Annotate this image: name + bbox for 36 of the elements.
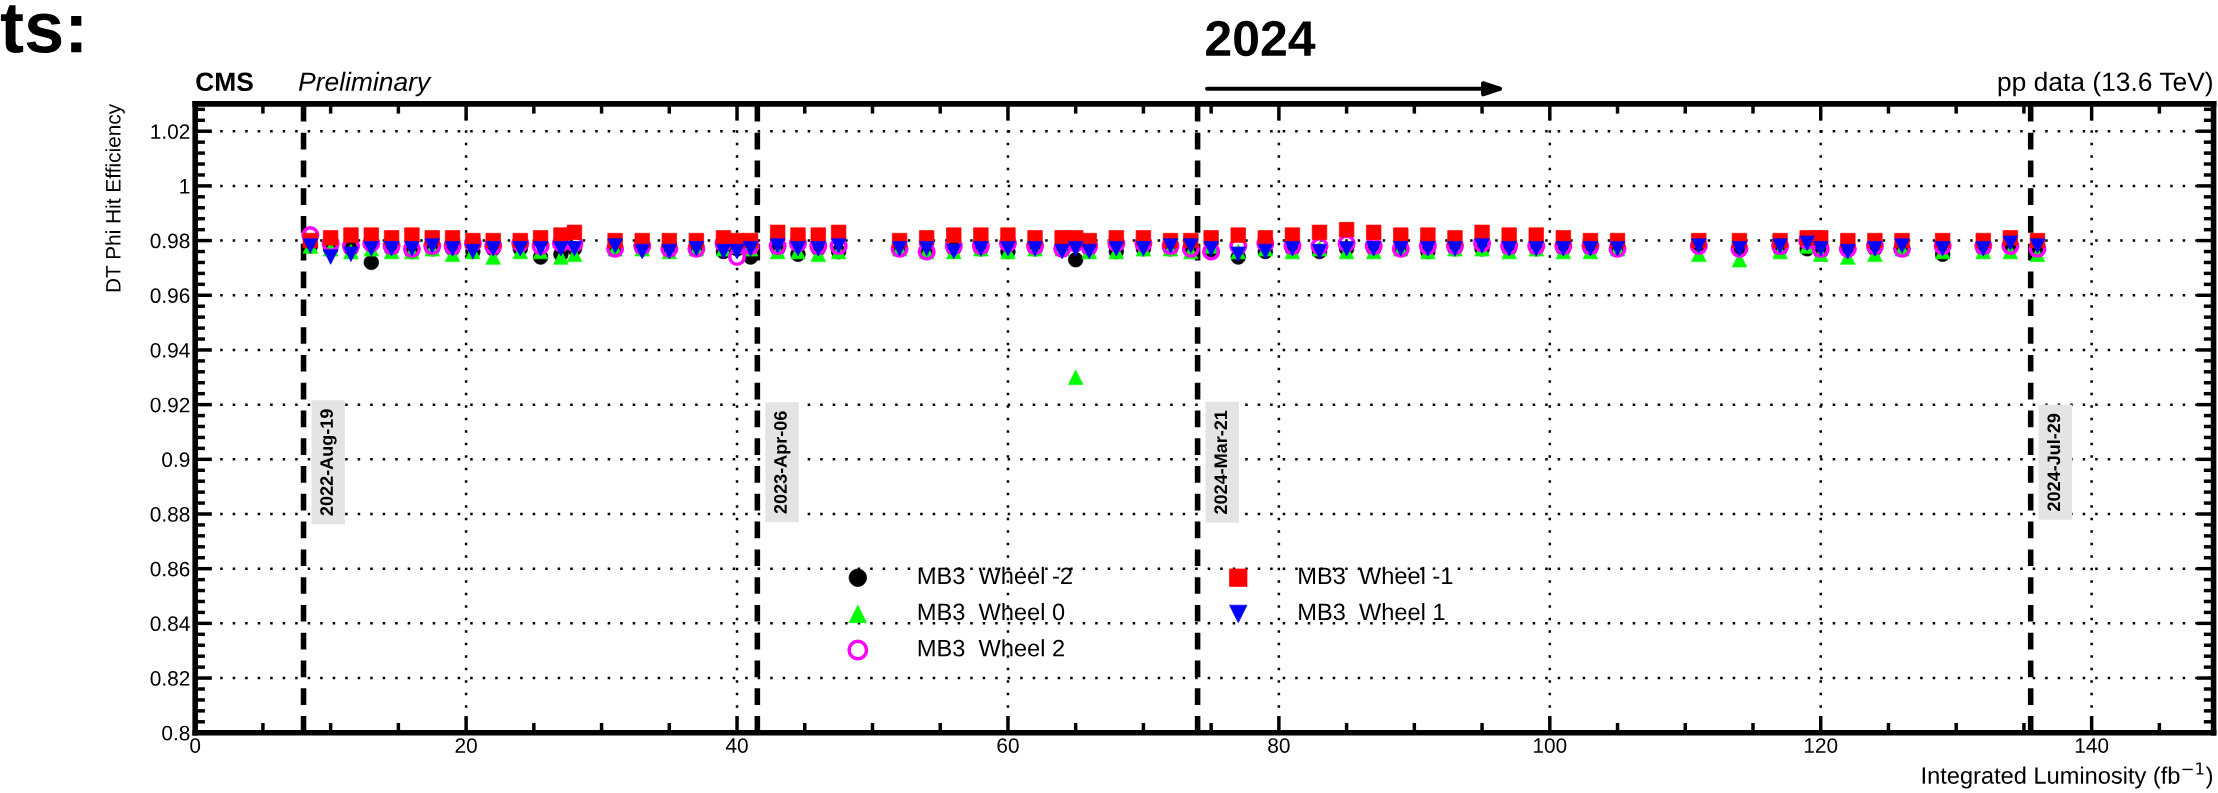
y-tick-label: 0.8 xyxy=(162,725,190,741)
ref-line-label: 2024-Jul-29 xyxy=(2046,413,2061,511)
x-tick-label: 0 xyxy=(190,738,201,753)
x-tick-label: 140 xyxy=(2075,738,2109,753)
ref-line-label: 2022-Aug-19 xyxy=(320,409,337,516)
text: Preliminary xyxy=(298,71,432,97)
legend-label: MB3 Wheel 1 xyxy=(1299,602,1445,621)
y-tick-label: 0.94 xyxy=(150,342,190,358)
y-tick-label: 0.92 xyxy=(150,397,190,413)
y-tick-label: 0.86 xyxy=(150,561,190,577)
text: 2024 xyxy=(1206,20,1316,57)
legend-label: MB3 Wheel -1 xyxy=(1299,566,1453,585)
x-tick-label: 40 xyxy=(725,738,748,753)
ref-line-label: 2024-Mar-21 xyxy=(1214,410,1228,514)
text: ts: xyxy=(0,5,82,54)
y-tick-label: 0.98 xyxy=(150,233,190,249)
text: pp data (13.6 TeV) xyxy=(1998,71,2212,97)
text: CMS xyxy=(196,72,253,92)
y-tick-label: 0.84 xyxy=(150,616,190,632)
y-tick-label: 0.82 xyxy=(150,671,190,686)
legend-label: MB3 Wheel 0 xyxy=(918,602,1065,621)
y-tick-label: 1 xyxy=(180,179,190,194)
x-tick-label: 20 xyxy=(455,738,477,753)
y-tick-label: 0.88 xyxy=(150,507,190,522)
legend-label: MB3 Wheel -2 xyxy=(918,566,1072,585)
ref-line-label: 2023-Apr-06 xyxy=(774,411,791,514)
y-tick-label: 1.02 xyxy=(151,124,190,139)
y-axis-title: DT Phi Hit Efficiency xyxy=(105,103,125,292)
x-tick-label: 80 xyxy=(1268,738,1290,753)
x-tick-label: 120 xyxy=(1804,738,1838,753)
y-tick-label: 0.9 xyxy=(162,452,190,468)
x-tick-label: 60 xyxy=(997,738,1019,753)
legend-label: MB3 Wheel 2 xyxy=(918,639,1064,657)
y-tick-label: 0.96 xyxy=(150,288,190,304)
x-tick-label: 100 xyxy=(1534,738,1567,753)
x-axis-title: Integrated Luminosity (fb$^{−1}$) xyxy=(1922,762,2213,789)
